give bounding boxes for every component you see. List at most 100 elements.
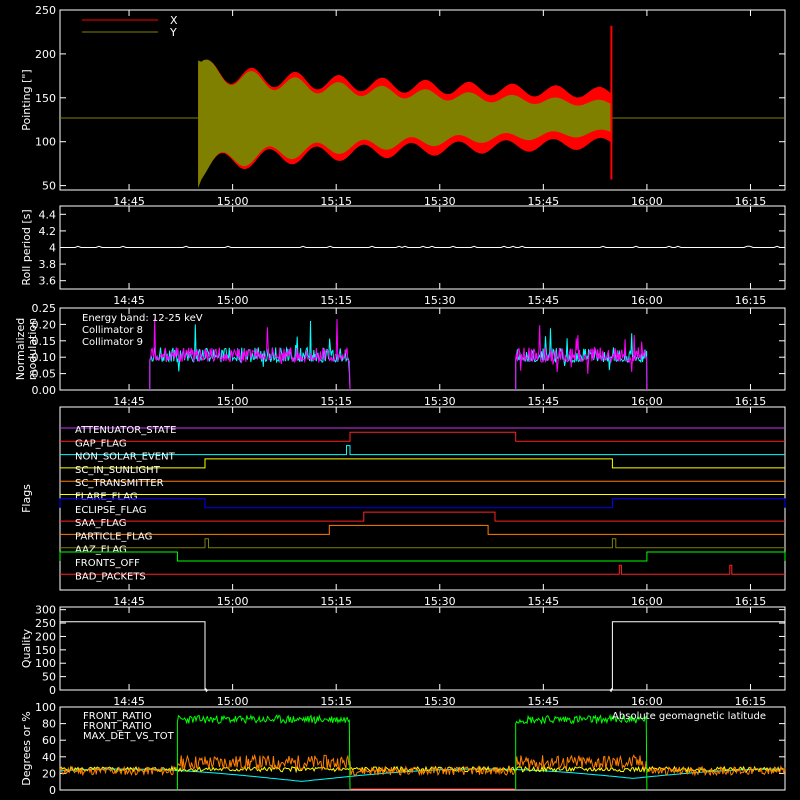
y-tick-label: 150 (35, 644, 56, 657)
y-tick-label: 250 (35, 4, 56, 17)
y-tick-label: 200 (35, 630, 56, 643)
y-tick-label: 0 (49, 784, 56, 797)
x-tick-label: 15:30 (424, 395, 456, 408)
x-tick-label: 16:00 (631, 195, 663, 208)
y-tick-label: 40 (42, 751, 56, 764)
x-tick-label: 15:45 (527, 395, 559, 408)
x-tick-label: 15:45 (527, 695, 559, 708)
x-tick-label: 15:30 (424, 595, 456, 608)
flag-line-fronts_off (59, 551, 786, 562)
front-ratio-green-line-0 (176, 714, 351, 791)
series-band-y (198, 59, 613, 189)
y-tick-label: 4.4 (39, 208, 57, 221)
y-tick-label: 100 (35, 657, 56, 670)
x-tick-label: 16:00 (631, 395, 663, 408)
x-tick-label: 15:30 (424, 294, 456, 307)
y-tick-label: 250 (35, 617, 56, 630)
y-tick-label: 0.10 (32, 351, 57, 364)
flag-line-non_solar_event (60, 445, 785, 456)
x-tick-label: 16:15 (735, 195, 767, 208)
y-tick-label: 3.8 (39, 258, 57, 271)
roll-period-panel: 14:45 15:00 15:15 15:30 15:45 16:00 16:15 3.6 3.… (20, 205, 786, 307)
y-tick-label: 0.15 (32, 335, 57, 348)
quality-line (60, 621, 785, 691)
x-tick-label: 15:00 (217, 395, 249, 408)
x-tick-label: 16:00 (631, 294, 663, 307)
legend-front-ratio-2: FRONT_RATIO (83, 721, 152, 732)
pointing-panel: 14:45 15:00 15:15 15:30 15:45 16:00 16:15 50 100… (20, 4, 786, 208)
y-tick-label: 0.05 (32, 368, 57, 381)
quality-tick-mark (609, 687, 613, 693)
flag-label-eclipse_flag: ECLIPSE_FLAG (75, 505, 146, 516)
x-tick-label: 14:45 (113, 595, 145, 608)
panel-frame (59, 9, 786, 191)
y-tick-label: 0.20 (32, 318, 57, 331)
x-tick-label: 16:15 (735, 395, 767, 408)
modulation-panel: 14:45 15:00 15:15 15:30 15:45 16:00 16:15 0.00 0… (14, 302, 786, 408)
y-tick-label: 60 (42, 734, 56, 747)
y-tick-label: 20 (42, 767, 56, 780)
y-tick-label: 0.25 (32, 302, 57, 315)
x-tick-label: 15:45 (527, 595, 559, 608)
front-ratio-green-line-1 (515, 713, 648, 791)
panel-frame (59, 307, 786, 391)
flags-panel: 14:45 15:00 15:15 15:30 15:45 16:00 16:15 Flags… (20, 406, 786, 608)
legend-label-collimator-0: Collimator 8 (82, 325, 143, 336)
y-tick-label: 80 (42, 718, 56, 731)
x-tick-label: 15:00 (217, 195, 249, 208)
x-tick-label: 15:15 (320, 195, 352, 208)
x-tick-label: 15:30 (424, 695, 456, 708)
flag-label-fronts_off: FRONTS_OFF (75, 558, 140, 569)
modulation-series-1 (149, 318, 351, 391)
y-tick-label: 200 (35, 48, 56, 61)
x-tick-label: 15:30 (424, 195, 456, 208)
quality-panel: 14:45 15:00 15:15 15:30 15:45 16:00 16:15 05010… (20, 604, 786, 708)
x-tick-label: 15:45 (527, 195, 559, 208)
legend-front-ratio-1: FRONT_RATIO (83, 711, 152, 722)
flag-line-saa_flag (60, 511, 785, 522)
x-tick-label: 16:15 (735, 294, 767, 307)
legend-label-y: Y (169, 26, 177, 39)
y-tick-label: 100 (35, 136, 56, 149)
flag-label-sc_in_sunlight: SC_IN_SUNLIGHT (75, 465, 161, 476)
flag-label-flare_flag: FLARE_FLAG (75, 492, 138, 503)
x-tick-label: 16:00 (631, 695, 663, 708)
x-tick-label: 15:00 (217, 595, 249, 608)
x-tick-label: 15:15 (320, 395, 352, 408)
y-tick-label: 3.6 (39, 275, 57, 288)
x-tick-label: 15:00 (217, 695, 249, 708)
y-tick-label: 50 (42, 180, 56, 193)
flag-line-bad_packets (60, 564, 785, 575)
flag-line-gap_flag (60, 431, 785, 442)
y-axis-label: Normalized (14, 318, 27, 380)
y-axis-label: modulation (26, 318, 39, 380)
y-tick-label: 4.2 (39, 225, 57, 238)
modulation-series-1 (515, 325, 648, 391)
y-axis-label: Roll period [s] (20, 209, 33, 285)
y-axis-label: Flags (20, 484, 33, 513)
legend-max-det: MAX_DET_VS_TOT (83, 731, 175, 742)
flag-line-sc_in_sunlight (60, 458, 785, 469)
flag-label-saa_flag: SAA_FLAG (75, 518, 126, 529)
x-tick-label: 15:15 (320, 695, 352, 708)
x-tick-label: 14:45 (113, 395, 145, 408)
x-tick-label: 14:45 (113, 695, 145, 708)
roll-period-line (60, 245, 783, 249)
x-tick-label: 15:15 (320, 294, 352, 307)
y-axis-label: Pointing ["] (20, 69, 33, 130)
legend-geomagnetic: Absolute geomagnetic latitude (612, 711, 766, 722)
flag-label-gap_flag: GAP_FLAG (75, 438, 127, 449)
flag-line-aaz_flag (60, 538, 785, 549)
panel-frame (59, 606, 786, 691)
legend-label-collimator-1: Collimator 9 (82, 337, 143, 348)
y-tick-label: 150 (35, 92, 56, 105)
flag-label-aaz_flag: AAZ_FLAG (75, 545, 127, 556)
y-axis-label: Quality (20, 628, 33, 668)
y-tick-label: 300 (35, 604, 56, 617)
y-tick-label: 50 (42, 671, 56, 684)
x-tick-label: 16:15 (735, 695, 767, 708)
x-tick-label: 15:45 (527, 294, 559, 307)
